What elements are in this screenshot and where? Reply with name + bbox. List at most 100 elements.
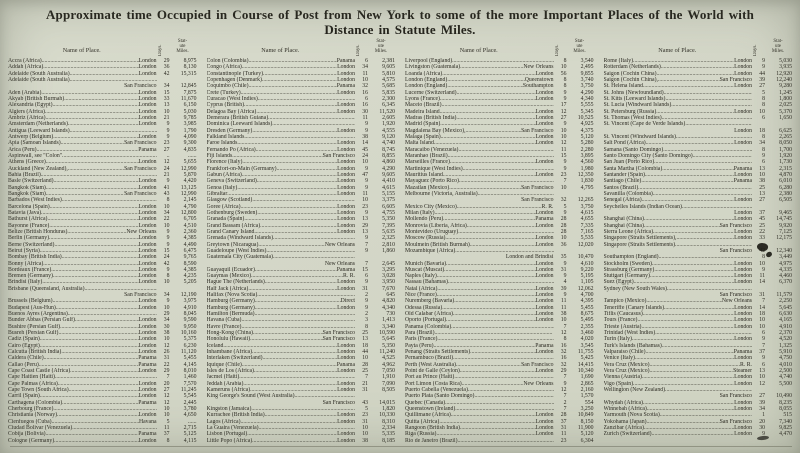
table-row: Singapore (Straits Settlements), London 33… [604, 235, 793, 241]
days-cell: 11 [560, 431, 567, 438]
miles-cell: 4,460 [779, 273, 792, 280]
miles-cell: 5,345 [580, 108, 594, 115]
table-column-2: Name of Place. Days. Stat-ute Miles. Colon (… [202, 37, 401, 449]
place-name: Coquimbo (Chile) [206, 83, 249, 90]
table-row: Hong-Kong (China) San Francisco 25 10,590 [207, 330, 396, 336]
miles-cell: 8,150 [580, 418, 594, 425]
table-row: Muscat (Muscat) London 31 9,220 [405, 267, 594, 273]
miles-cell: 5,810 [382, 70, 395, 77]
days-cell: 10 [362, 431, 368, 438]
place-name: Faroe Islands [206, 140, 238, 147]
route-via: London [138, 437, 157, 444]
days-cell: 9 [166, 241, 170, 248]
table-row: Suez (Egypt) London 14 6,370 [604, 279, 793, 285]
days-cell: 8 [762, 133, 765, 140]
days-cell: 37 [163, 431, 170, 438]
table-row: Valparaiso (Chile) Panama 37 5,910 [604, 349, 793, 355]
route-via: London [337, 355, 355, 362]
days-cell: 7 [563, 178, 567, 185]
route-via: London [138, 102, 157, 109]
days-cell: 9 [762, 58, 765, 64]
days-cell: 16 [560, 342, 567, 349]
table-row: Bahia (Brazil) 21 5,870 [8, 172, 197, 178]
table-row: Cairo (Egypt) London 12 6,230 [8, 343, 197, 349]
table-row: Gibraltar London 11 5,155 [207, 191, 396, 197]
place-name: Queenstown (Ireland) [405, 406, 456, 413]
miles-cell: 9,920 [779, 222, 792, 229]
table-row: Marseilles (France) London 9 4,560 [405, 159, 594, 165]
table-row: Quillimane (Africa) London 28 10,849 [405, 412, 594, 418]
days-cell: 9 [166, 133, 170, 140]
days-cell: 34 [163, 292, 170, 299]
days-cell: 10 [759, 171, 765, 178]
place-name: Christiania (Norway) [8, 412, 58, 419]
table-row: Brussels (Belgium) London 9 3,975 [8, 298, 197, 304]
table-row: Adelaide (South Australia) [8, 77, 197, 83]
table-row: Santander (Spain) London 10 4,870 [604, 172, 793, 178]
days-cell: 10 [560, 64, 567, 71]
place-name: St. Vincent (Cape de Verde Islands) [603, 121, 686, 128]
miles-cell: 554 [584, 399, 594, 406]
table-row: Carthagena (Colombia) Panama 12 2,445 [8, 400, 197, 406]
place-name: Bahia (Brazil) [8, 171, 41, 178]
dot-leader [252, 438, 337, 444]
route-via: London [138, 336, 157, 343]
place-name: Inhambane (Africa) [206, 349, 253, 356]
miles-cell: 5,425 [580, 355, 594, 362]
table-row: Brindisi (Italy) London 10 5,205 [8, 279, 197, 285]
route-via: London [337, 171, 355, 178]
miles-cell: 4,520 [779, 336, 792, 343]
days-cell: 29 [163, 58, 170, 64]
miles-cell: 11,670 [180, 95, 197, 102]
miles-cell: 4,560 [580, 159, 594, 166]
place-name: Sydney (New South Wales) [603, 285, 667, 292]
place-name: Bremen (Germany) [8, 273, 53, 280]
column-header: Name of Place. Days. Stat-ute Miles. [8, 37, 197, 56]
route-via: London [337, 127, 355, 134]
header-days: Days. [554, 44, 560, 56]
route-via: San Francisco [719, 292, 752, 299]
days-cell: 39 [560, 285, 567, 292]
place-name: King George's Sound (West Australia) [206, 393, 295, 400]
route-via: London [138, 108, 157, 115]
miles-cell: 4,750 [779, 355, 792, 362]
miles-cell: 9,120 [382, 133, 395, 140]
table-row: Budapest (Aus-Hun) London 10 4,910 [8, 305, 197, 311]
miles-cell: 7,125 [779, 228, 792, 235]
place-name: Buenos Ayres (Argentina) [8, 311, 68, 318]
place-name: Malaga (Spain) [405, 133, 441, 140]
miles-cell: 3,295 [382, 266, 395, 273]
miles-cell: 8,975 [183, 58, 197, 64]
place-name: Naples (Italy) [405, 273, 437, 280]
place-name: Falkland Islands [206, 133, 245, 140]
table-row: Beirut (Syria) London 15 6,475 [8, 248, 197, 254]
miles-cell: 515 [783, 412, 792, 419]
place-name: Adelaide (South Australia) [8, 70, 70, 77]
days-cell: 44 [362, 349, 368, 356]
table-row: Madrid (Spain) London 9 4,925 [405, 121, 594, 127]
place-name: Lucerne (Switzerland) [405, 89, 457, 96]
table-row: Payta (Peru) Panama 16 3,545 [405, 343, 594, 349]
table-row: Vera Cruz (Mexico) R. R. 6 4,010 [604, 362, 793, 368]
place-name: Mazatlan (Mexico) [405, 184, 450, 191]
days-cell: 25 [759, 184, 765, 191]
table-row: Nice (France) London 9 4,700 [405, 292, 594, 298]
table-row: Winnebah (Africa) London 34 8,055 [604, 406, 793, 412]
miles-cell: 2,160 [580, 387, 594, 394]
table-row: Greytown (Nicaragua) New Orleans 7 2,810 [207, 242, 396, 248]
route-via: London [138, 121, 157, 128]
place-name: Brussels (Belgium) [8, 298, 53, 305]
miles-cell: 8,310 [382, 418, 395, 425]
place-name: Busreh (Persian Gulf) [8, 330, 59, 337]
route-via: London [138, 184, 157, 191]
route-via: Direct [340, 298, 355, 305]
days-cell: 24 [362, 152, 368, 159]
days-cell: 13 [163, 102, 170, 109]
days-cell: 15 [560, 152, 567, 159]
table-row: Auckland (New Zealand), San Francisco 24 12… [8, 166, 197, 172]
days-cell: 9 [762, 431, 765, 438]
days-cell: 7 [762, 298, 765, 305]
place-name: Antwerp (Belgium) [8, 133, 54, 140]
miles-cell: 6,150 [183, 102, 197, 109]
miles-cell: 7,335 [580, 222, 594, 229]
